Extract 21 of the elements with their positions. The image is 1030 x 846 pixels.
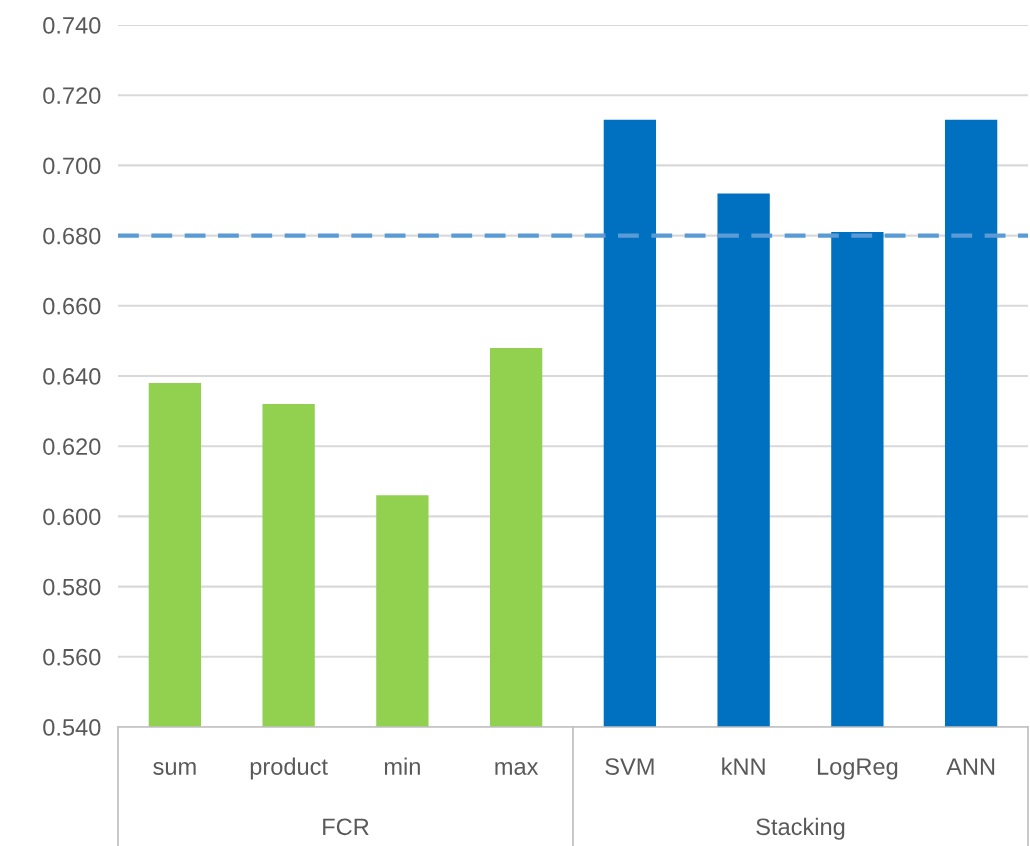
- text: Stacking: [756, 817, 845, 840]
- y-tick-label: 0.560: [43, 648, 101, 666]
- x-tick-label: sum: [153, 761, 196, 775]
- y-tick-label: 0.700: [43, 157, 101, 175]
- y-tick-label: 0.580: [43, 578, 101, 596]
- y-tick-label: 0.660: [43, 297, 101, 315]
- y-tick-label: 0.720: [43, 87, 101, 104]
- x-tick-label: min: [384, 757, 420, 775]
- text: FCR: [323, 818, 369, 836]
- y-tick-label: 0.600: [43, 508, 101, 526]
- x-tick-label: SVM: [605, 758, 654, 775]
- y-tick-label: 0.620: [43, 438, 101, 455]
- x-tick-label: ANN: [946, 758, 995, 775]
- x-tick-label: kNN: [722, 757, 765, 775]
- y-tick-label: 0.740: [43, 17, 101, 34]
- x-tick-label: product: [250, 757, 328, 780]
- y-tick-label: 0.640: [43, 368, 101, 385]
- y-tick-label: 0.680: [43, 227, 101, 245]
- x-tick-label: LogReg: [817, 758, 898, 780]
- x-tick-label: max: [495, 761, 539, 775]
- y-tick-label: 0.540: [43, 719, 101, 736]
